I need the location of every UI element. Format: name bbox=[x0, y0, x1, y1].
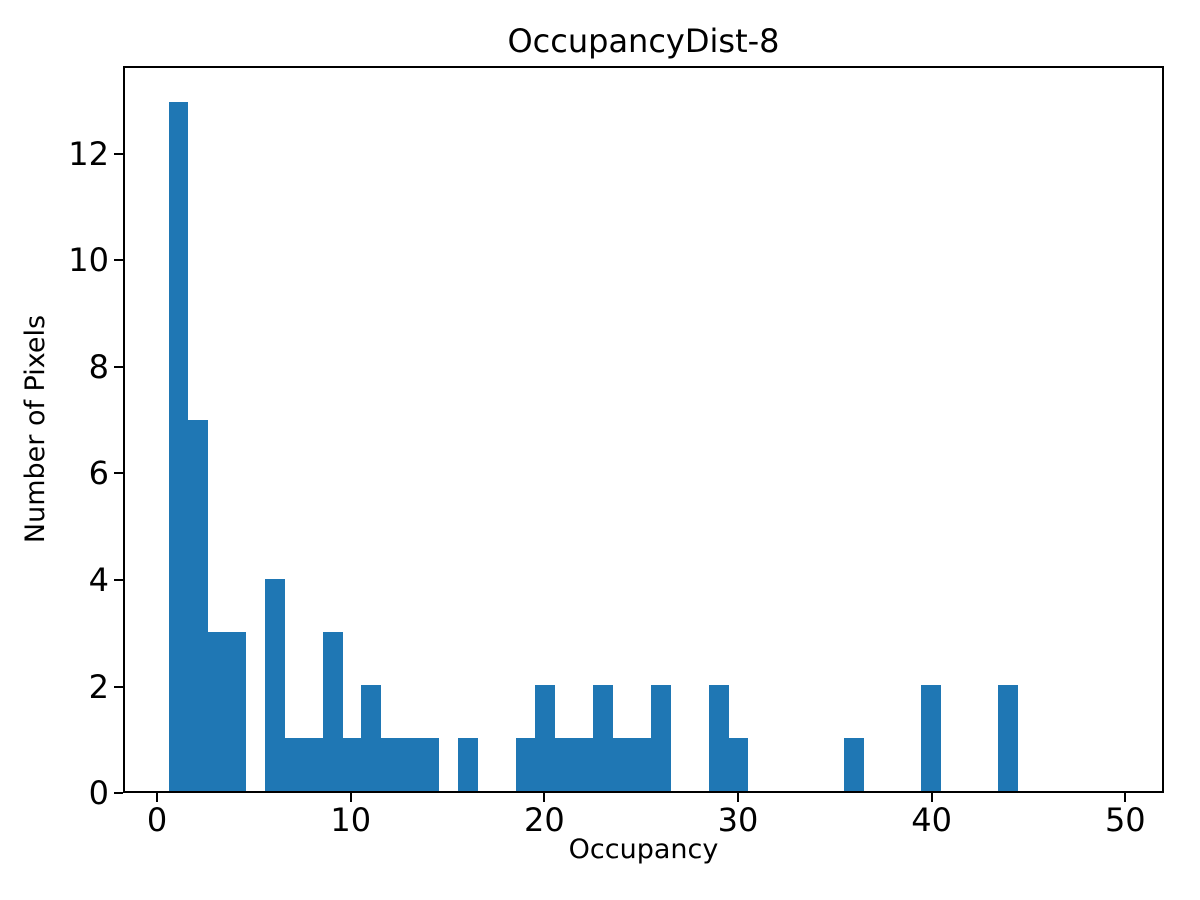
histogram-bar bbox=[303, 738, 324, 791]
x-tick-label: 40 bbox=[911, 801, 952, 839]
histogram-bar bbox=[187, 420, 208, 791]
x-tick-label: 50 bbox=[1104, 801, 1146, 839]
x-tick-mark bbox=[737, 793, 739, 802]
histogram-bar bbox=[650, 685, 671, 791]
histogram-bar bbox=[457, 738, 478, 791]
y-tick-mark bbox=[114, 472, 123, 475]
x-tick-mark bbox=[543, 793, 546, 802]
y-tick-mark bbox=[114, 152, 123, 155]
histogram-bar bbox=[380, 738, 401, 791]
histogram-bar bbox=[342, 738, 363, 791]
histogram-bar bbox=[535, 685, 555, 791]
histogram-bar bbox=[554, 738, 575, 791]
histogram-bar bbox=[612, 738, 633, 791]
histogram-bar bbox=[226, 632, 247, 791]
histogram-bar bbox=[592, 685, 613, 791]
histogram-bar bbox=[265, 579, 285, 791]
histogram-bar bbox=[631, 738, 652, 791]
histogram-bar bbox=[515, 738, 536, 791]
histogram-bar bbox=[400, 738, 420, 791]
histogram-bar bbox=[998, 685, 1018, 791]
y-tick-mark bbox=[114, 365, 123, 368]
chart-title: OccupancyDist-8 bbox=[507, 22, 780, 60]
y-tick-label: 10 bbox=[68, 241, 109, 280]
y-tick-mark bbox=[114, 685, 123, 688]
plot-area bbox=[123, 66, 1164, 793]
histogram-bar bbox=[573, 738, 594, 791]
y-tick-label: 12 bbox=[68, 134, 109, 173]
x-tick-label: 30 bbox=[717, 801, 759, 839]
x-tick-mark bbox=[930, 793, 933, 802]
x-tick-label: 10 bbox=[330, 801, 372, 839]
y-tick-label: 4 bbox=[88, 561, 109, 599]
histogram-bar bbox=[168, 102, 189, 791]
histogram-bar bbox=[843, 738, 864, 791]
x-tick-label: 20 bbox=[524, 801, 565, 839]
y-tick-label: 8 bbox=[88, 347, 109, 386]
y-tick-label: 2 bbox=[88, 667, 109, 706]
histogram-bar bbox=[322, 632, 343, 791]
y-tick-mark bbox=[114, 792, 123, 794]
y-tick-mark bbox=[114, 579, 123, 581]
y-tick-label: 0 bbox=[88, 774, 109, 812]
x-tick-mark bbox=[156, 793, 159, 802]
histogram-bar bbox=[920, 685, 941, 791]
y-tick-label: 6 bbox=[88, 454, 109, 493]
histogram-bar bbox=[419, 738, 440, 791]
histogram-bar bbox=[708, 685, 729, 791]
histogram-bar bbox=[727, 738, 748, 791]
histogram-bar bbox=[284, 738, 305, 791]
x-tick-mark bbox=[1124, 793, 1127, 802]
x-axis-label: Occupancy bbox=[568, 834, 719, 865]
histogram-bar bbox=[361, 685, 382, 791]
y-tick-mark bbox=[114, 259, 123, 262]
y-axis-label: Number of Pixels bbox=[20, 314, 51, 544]
x-tick-label: 0 bbox=[146, 801, 168, 839]
x-tick-mark bbox=[349, 793, 352, 802]
histogram-bar bbox=[207, 632, 228, 791]
